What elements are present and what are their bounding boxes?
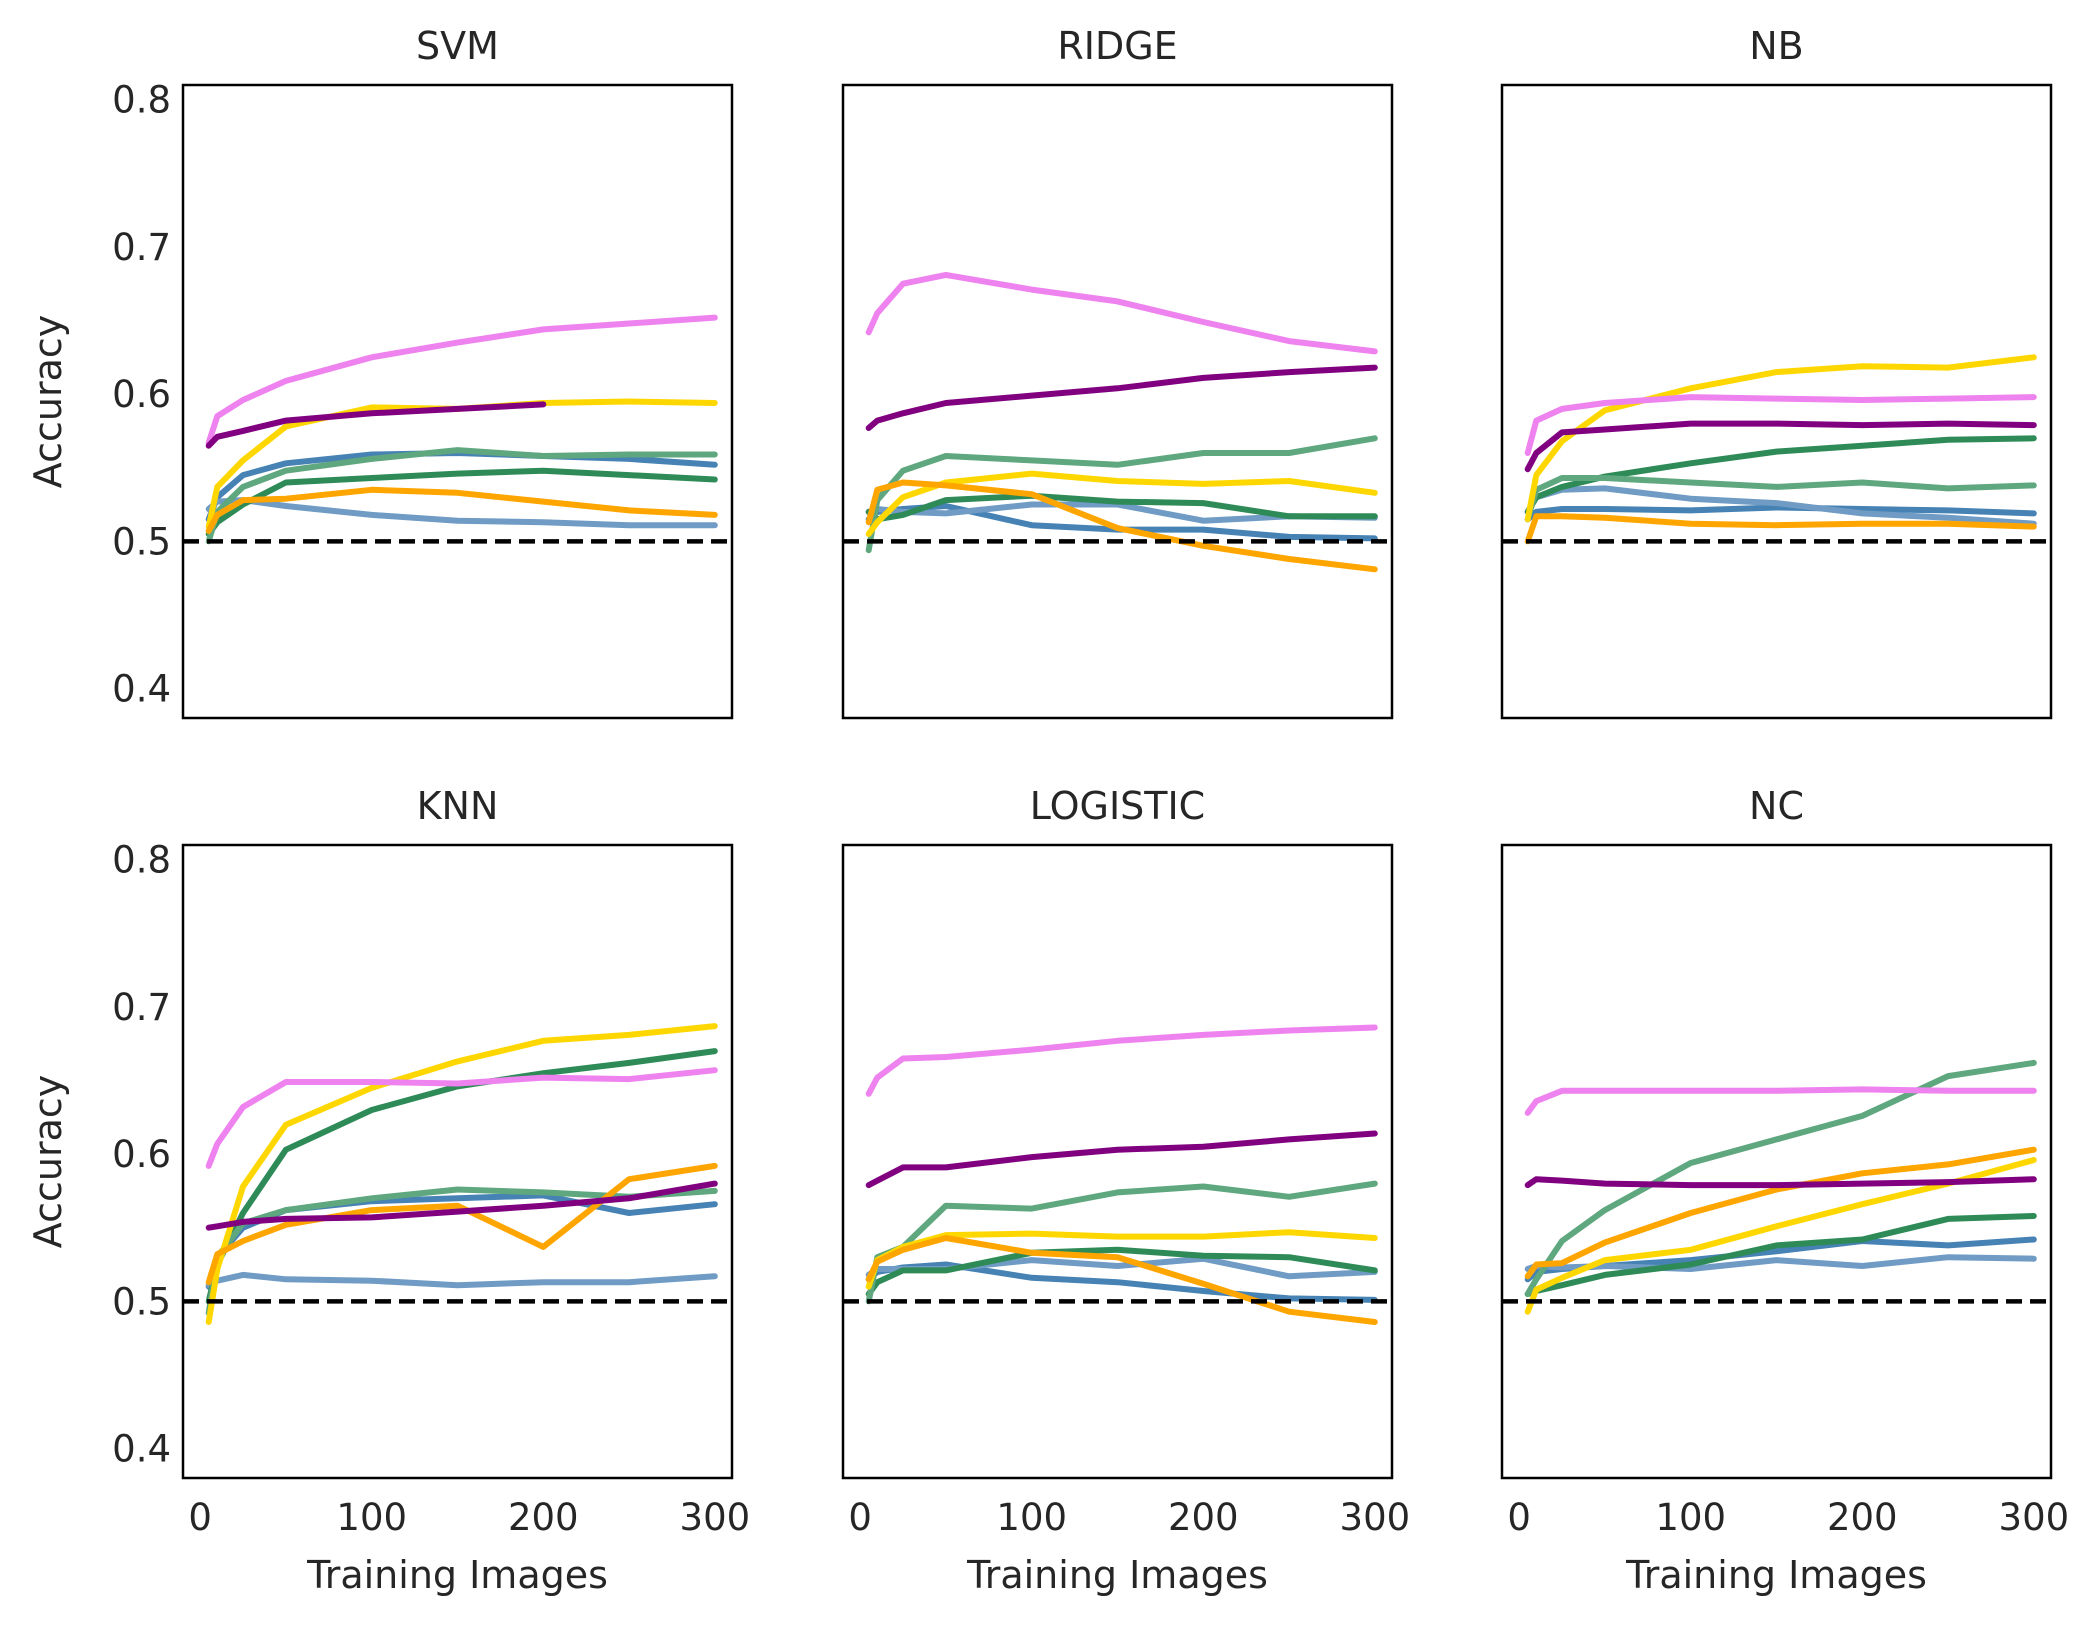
series-line <box>1524 1146 2037 1280</box>
series-line <box>1524 1086 2037 1116</box>
panel-knn: KNN 0.4 0.5 0.6 0.7 0.8 Accuracy 0 100 200 300 Trai… <box>26 784 750 1597</box>
panel-nb: NB <box>1500 24 2053 720</box>
panel-title: KNN <box>417 784 499 828</box>
series-line <box>1524 354 2037 523</box>
series-line <box>865 435 1378 554</box>
y-tick-label: 0.6 <box>112 1133 171 1176</box>
series-line <box>205 401 547 449</box>
panel-title: RIDGE <box>1057 24 1177 68</box>
series-line <box>1524 1213 2037 1297</box>
y-tick-label: 0.7 <box>112 226 171 269</box>
y-axis-label: Accuracy <box>26 315 70 489</box>
series-line <box>1524 435 2037 515</box>
series-line <box>865 1024 1378 1097</box>
y-tick-label: 0.7 <box>112 986 171 1029</box>
series-line <box>865 1255 1378 1280</box>
x-axis-label: Training Images <box>966 1553 1268 1597</box>
x-tick-label: 0 <box>1507 1496 1531 1539</box>
plot-frame <box>841 83 1394 720</box>
y-tick-label: 0.5 <box>112 520 171 563</box>
series-line <box>1524 504 2037 523</box>
panel-ridge: RIDGE <box>841 24 1394 720</box>
series-line <box>205 1067 718 1169</box>
plot-frame <box>181 843 734 1480</box>
x-axis-label: Training Images <box>1625 1553 1927 1597</box>
x-tick-label: 300 <box>1999 1496 2070 1539</box>
series-line <box>1524 420 2037 473</box>
y-tick-label: 0.4 <box>112 668 171 711</box>
y-tick-label: 0.5 <box>112 1280 171 1323</box>
panel-logistic: LOGISTIC 0 100 200 300 Training Images <box>841 784 1411 1597</box>
series-line <box>205 1271 718 1289</box>
x-tick-label: 0 <box>188 1496 212 1539</box>
series-line <box>865 364 1378 431</box>
x-tick-label: 200 <box>1168 1496 1239 1539</box>
series-line <box>865 470 1378 537</box>
panel-title: SVM <box>416 24 499 68</box>
series-line <box>205 398 718 530</box>
plot-frame <box>181 83 734 720</box>
series-line <box>205 467 718 537</box>
series-line <box>1524 1157 2037 1315</box>
panel-title: NC <box>1749 784 1804 828</box>
x-tick-label: 100 <box>996 1496 1067 1539</box>
series-line <box>1524 1176 2037 1189</box>
series-line <box>205 1023 718 1325</box>
panel-title: LOGISTIC <box>1030 784 1205 828</box>
x-tick-label: 300 <box>680 1496 751 1539</box>
series-line <box>205 1180 718 1231</box>
series-line <box>1524 475 2037 523</box>
series-line <box>1524 394 2037 456</box>
series-line <box>1524 513 2037 545</box>
x-axis-label: Training Images <box>306 1553 608 1597</box>
panel-svm: SVM 0.4 0.5 0.6 0.7 0.8 Accuracy <box>26 24 734 720</box>
series-line <box>205 1162 718 1286</box>
x-tick-label: 300 <box>1340 1496 1411 1539</box>
plot-frame <box>1500 843 2053 1480</box>
series-line <box>205 447 718 545</box>
panel-nc: NC 0 100 200 300 Training Images <box>1500 784 2070 1597</box>
y-tick-label: 0.4 <box>112 1428 171 1471</box>
plot-frame <box>1500 83 2053 720</box>
x-tick-label: 100 <box>1655 1496 1726 1539</box>
series-line <box>865 479 1378 573</box>
series-line <box>865 1130 1378 1189</box>
series-line <box>865 271 1378 355</box>
plot-frame <box>841 843 1394 1480</box>
y-tick-label: 0.8 <box>112 839 171 882</box>
x-tick-label: 200 <box>1827 1496 1898 1539</box>
x-tick-label: 200 <box>508 1496 579 1539</box>
series-line <box>205 314 718 446</box>
x-tick-label: 0 <box>848 1496 872 1539</box>
y-tick-label: 0.6 <box>112 373 171 416</box>
panel-title: NB <box>1749 24 1804 68</box>
y-axis-label: Accuracy <box>26 1075 70 1249</box>
y-tick-label: 0.8 <box>112 79 171 122</box>
x-tick-label: 100 <box>336 1496 407 1539</box>
series-line <box>205 486 718 534</box>
